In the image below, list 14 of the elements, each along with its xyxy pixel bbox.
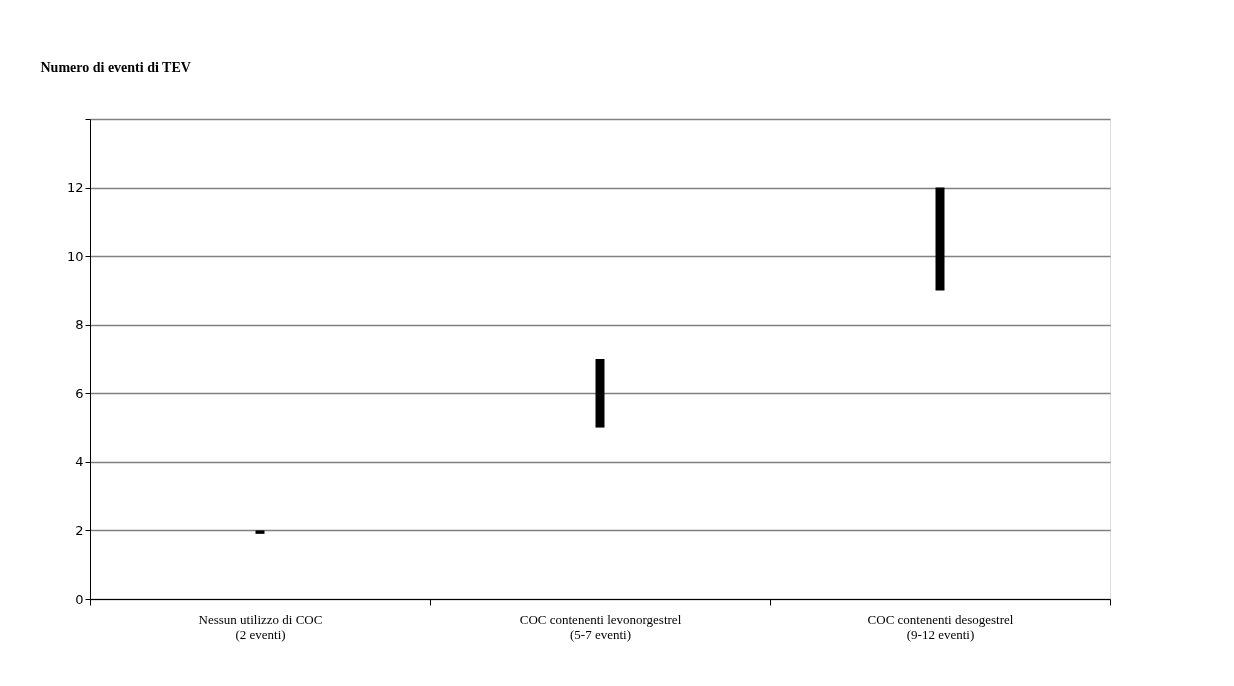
bar xyxy=(255,530,265,534)
bar xyxy=(595,359,605,428)
bar xyxy=(935,187,945,291)
y-axis-title: Numero di eventi di TEV xyxy=(40,59,191,75)
x-tick-label: Nessun utilizzo di COC (2 eventi) xyxy=(198,611,323,642)
y-tick-label: 12 xyxy=(66,180,84,196)
x-tick-label: COC contenenti levonorgestrel (5-7 eventi) xyxy=(519,611,682,642)
y-tick-label: 2 xyxy=(75,522,84,538)
y-tick-label: 0 xyxy=(75,591,84,607)
y-tick-label: 6 xyxy=(75,385,84,401)
y-tick-label: 10 xyxy=(66,248,84,264)
y-tick-label: 4 xyxy=(75,454,84,470)
y-tick-label: 8 xyxy=(75,317,84,333)
x-tick-label: COC contenenti desogestrel (9-12 eventi) xyxy=(867,611,1014,642)
